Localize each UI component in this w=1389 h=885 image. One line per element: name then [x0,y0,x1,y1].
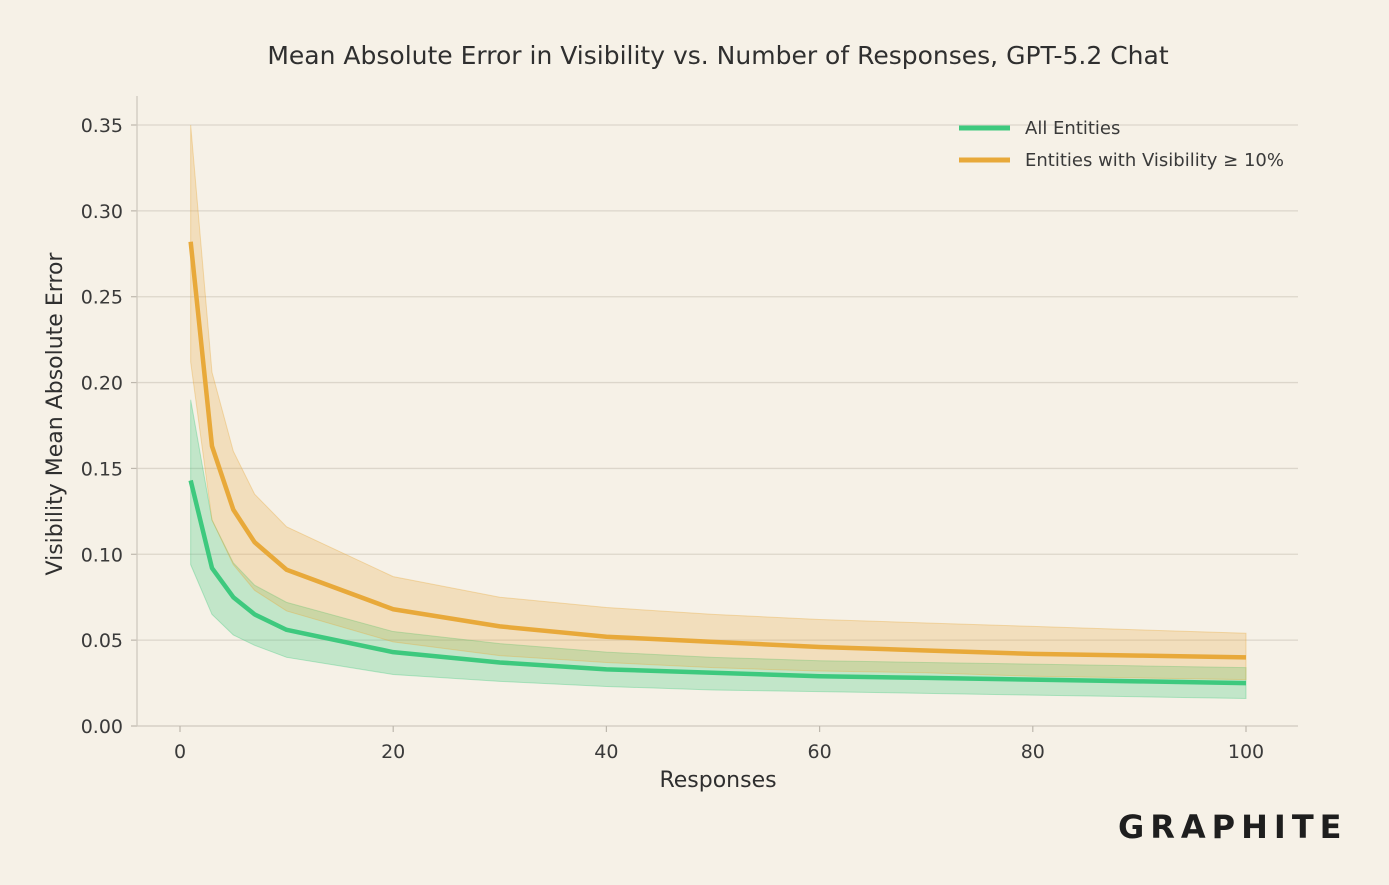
x-axis-label: Responses [659,768,776,793]
x-tick-label: 80 [1021,741,1045,763]
axes [131,96,1298,732]
confidence-band-all-entities [190,399,1247,700]
x-tick-label: 60 [808,741,832,763]
y-gridlines [137,124,1298,641]
tick-labels: 0.00 0.05 0.10 0.15 0.20 0.25 0.30 0.35 0 20 40 60 8… [81,115,1264,763]
legend-entry: Entities with Visibility ≥ 10% [1025,150,1284,171]
graphite-logo: GRAPHITE [1118,808,1348,846]
x-tick-label: 20 [381,741,405,763]
y-tick-label: 0.30 [81,201,123,223]
series-line-visibility-10 [188,241,1247,660]
series-line-all-entities [188,479,1247,686]
y-tick-label: 0.35 [81,115,123,137]
confidence-bands [190,124,1247,700]
y-tick-label: 0.15 [81,458,123,480]
chart-title: Mean Absolute Error in Visibility vs. Nu… [267,41,1169,70]
y-axis-label: Visibility Mean Absolute Error [43,252,68,576]
x-tick-label: 0 [174,741,186,763]
y-tick-label: 0.10 [81,544,123,566]
legend: All Entities Entities with Visibility ≥ 1… [959,118,1284,171]
y-tick-label: 0.05 [81,630,123,652]
x-tick-label: 100 [1228,741,1264,763]
confidence-band-visibility-10 [190,124,1247,681]
x-tick-label: 40 [594,741,618,763]
series-lines [188,241,1247,686]
legend-entry: All Entities [1025,118,1120,139]
y-tick-label: 0.25 [81,287,123,309]
y-tick-label: 0.20 [81,373,123,395]
y-tick-label: 0.00 [81,716,123,738]
